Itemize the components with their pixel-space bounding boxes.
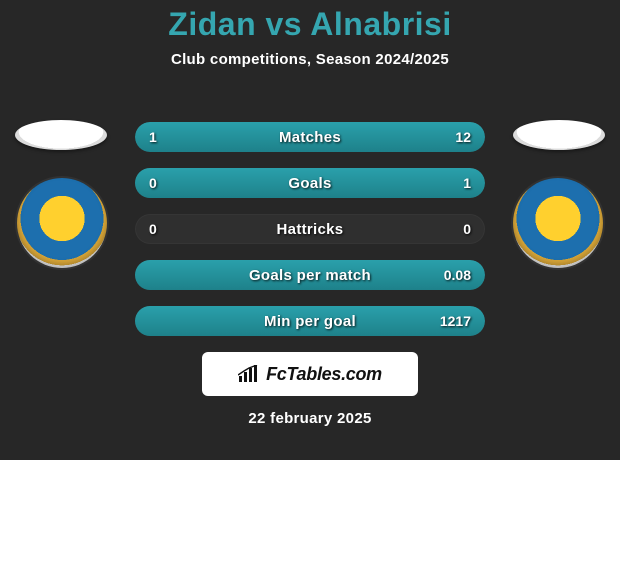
page-title: Zidan vs Alnabrisi <box>0 6 620 43</box>
stat-right-value: 0.08 <box>444 260 471 290</box>
stat-right-value: 1 <box>463 168 471 198</box>
club-badge-right <box>513 178 603 268</box>
stat-row: 0Goals1 <box>135 168 485 198</box>
stats-container: 1Matches120Goals10Hattricks0Goals per ma… <box>135 122 485 352</box>
player-left-avatar <box>15 120 107 150</box>
comparison-card: Zidan vs Alnabrisi Club competitions, Se… <box>0 0 620 460</box>
stat-label: Matches <box>135 122 485 152</box>
stat-row: 0Hattricks0 <box>135 214 485 244</box>
stat-label: Min per goal <box>135 306 485 336</box>
stat-row: 1Matches12 <box>135 122 485 152</box>
stat-label: Goals <box>135 168 485 198</box>
stat-right-value: 1217 <box>440 306 471 336</box>
club-badge-left <box>17 178 107 268</box>
bar-chart-icon <box>238 365 260 383</box>
footer-date: 22 february 2025 <box>0 410 620 427</box>
stat-right-value: 0 <box>463 214 471 244</box>
page-subtitle: Club competitions, Season 2024/2025 <box>0 51 620 68</box>
stat-label: Hattricks <box>135 214 485 244</box>
brand-badge[interactable]: FcTables.com <box>202 352 418 396</box>
player-right-avatar <box>513 120 605 150</box>
stat-right-value: 12 <box>455 122 471 152</box>
stat-label: Goals per match <box>135 260 485 290</box>
brand-text: FcTables.com <box>266 364 382 385</box>
stat-row: Goals per match0.08 <box>135 260 485 290</box>
stat-row: Min per goal1217 <box>135 306 485 336</box>
